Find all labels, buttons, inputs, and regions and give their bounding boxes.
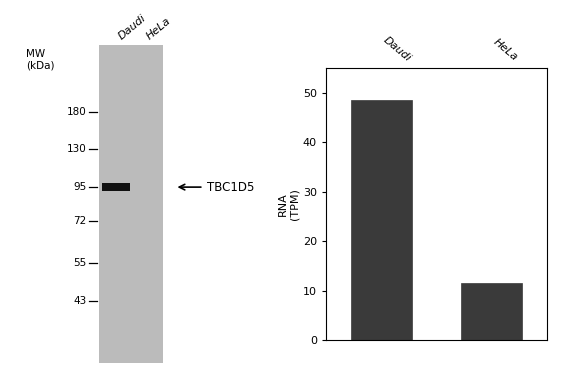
Bar [99,45,163,363]
Text: MW
(kDa): MW (kDa) [26,49,55,71]
Bar [102,183,130,191]
Text: 55: 55 [73,258,87,268]
Text: Daudi: Daudi [117,13,148,42]
Text: 43: 43 [73,296,87,305]
Text: HeLa: HeLa [145,15,173,42]
Bar [462,283,522,340]
Text: 180: 180 [67,107,87,116]
Text: 130: 130 [67,144,87,154]
Bar [351,100,411,340]
Y-axis label: RNA
(TPM): RNA (TPM) [278,188,300,220]
Text: 72: 72 [73,216,87,226]
Text: TBC1D5: TBC1D5 [207,181,254,194]
Text: 95: 95 [73,182,87,192]
